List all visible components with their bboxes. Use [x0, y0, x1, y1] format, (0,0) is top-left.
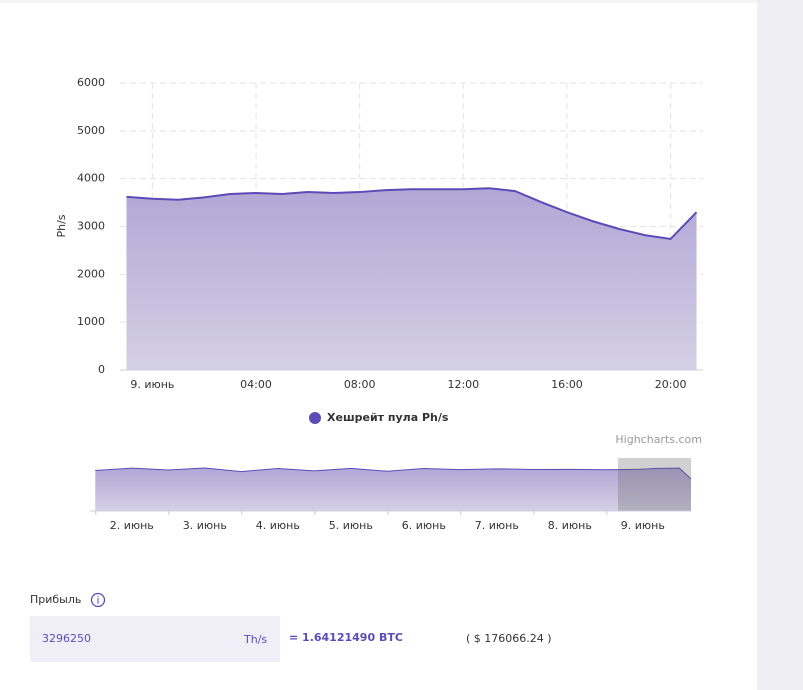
- info-icon-glyph: i: [96, 594, 99, 607]
- x-tick-label: 9. июнь: [621, 519, 665, 532]
- x-tick-label: 12:00: [447, 378, 479, 391]
- y-tick-label: 1000: [77, 315, 105, 328]
- x-tick-label: 4. июнь: [256, 519, 300, 532]
- x-tick-label: 04:00: [240, 378, 272, 391]
- area-line: [126, 187, 698, 241]
- hashrate-input[interactable]: [30, 616, 280, 662]
- y-axis-label: Ph/s: [55, 214, 68, 237]
- y-tick-label: 5000: [77, 124, 105, 137]
- legend-label[interactable]: Хешрейт пула Ph/s: [327, 411, 449, 424]
- hashrate-value[interactable]: 3296250: [42, 632, 91, 645]
- navigator-mask[interactable]: [618, 458, 691, 511]
- legend-symbol[interactable]: [309, 412, 321, 424]
- y-tick-label: 3000: [77, 220, 105, 233]
- x-tick-label: 2. июнь: [110, 519, 154, 532]
- side-strip: [757, 0, 803, 690]
- y-tick-label: 4000: [77, 172, 105, 185]
- y-tick-label: 2000: [77, 267, 105, 280]
- x-tick-label: 20:00: [655, 378, 687, 391]
- x-tick-label: 8. июнь: [548, 519, 592, 532]
- btc-result: = 1.64121490 BTC: [289, 631, 403, 644]
- x-tick-label: 16:00: [551, 378, 583, 391]
- area-fill: [95, 468, 691, 511]
- y-tick-label: 0: [98, 363, 105, 376]
- info-icon[interactable]: [90, 592, 106, 608]
- navigator-selection[interactable]: [618, 458, 691, 511]
- y-tick-label: 6000: [77, 76, 105, 89]
- x-tick-label: 5. июнь: [329, 519, 373, 532]
- x-tick-label: 3. июнь: [183, 519, 227, 532]
- x-tick-label: 6. июнь: [402, 519, 446, 532]
- hashrate-unit: Th/s: [243, 633, 267, 646]
- credits: Highcharts.com: [615, 433, 702, 446]
- profit-label: Прибыль: [30, 593, 81, 606]
- usd-result: ( $ 176066.24 ): [466, 632, 552, 645]
- x-tick-label: 08:00: [344, 378, 376, 391]
- x-tick-label: 7. июнь: [475, 519, 519, 532]
- x-tick-label: 9. июнь: [130, 378, 174, 391]
- area-line: [95, 467, 692, 480]
- area-fill: [126, 188, 697, 370]
